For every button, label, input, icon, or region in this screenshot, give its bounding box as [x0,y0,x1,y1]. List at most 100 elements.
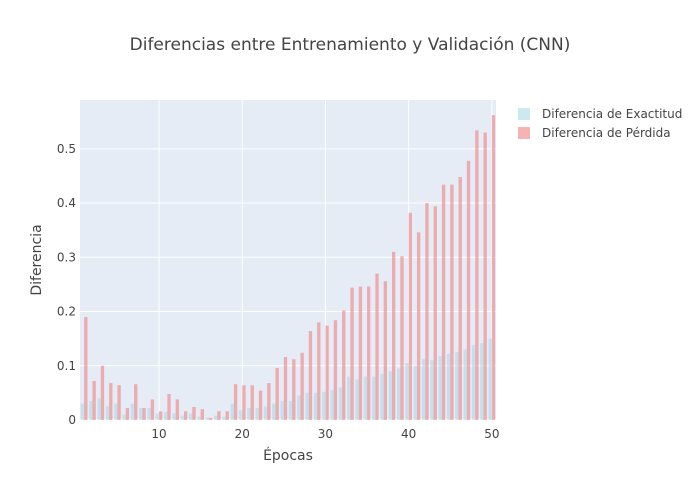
bar-exactitud[interactable] [338,387,343,420]
legend[interactable]: Diferencia de Exactitud Diferencia de Pér… [518,107,682,140]
bar-perdida[interactable] [184,411,188,420]
bar-exactitud[interactable] [247,408,251,420]
bar-perdida[interactable] [125,408,130,420]
bar-perdida[interactable] [325,325,329,420]
bar-perdida[interactable] [167,393,171,420]
bar-exactitud[interactable] [205,417,209,420]
bar-exactitud[interactable] [114,403,118,420]
bar-exactitud[interactable] [80,403,85,420]
bar-exactitud[interactable] [288,401,293,420]
bar-exactitud[interactable] [155,413,160,420]
bar-perdida[interactable] [109,383,113,420]
bar-exactitud[interactable] [396,368,401,420]
bar-exactitud[interactable] [164,411,168,420]
bar-exactitud[interactable] [188,413,193,420]
bar-exactitud[interactable] [446,353,451,420]
bar-exactitud[interactable] [172,413,176,420]
bar-perdida[interactable] [416,232,421,420]
bar-exactitud[interactable] [421,359,426,420]
bar-exactitud[interactable] [230,403,234,420]
bar-perdida[interactable] [317,322,321,420]
bar-exactitud[interactable] [139,408,143,420]
bar-perdida[interactable] [358,286,363,420]
bar-perdida[interactable] [433,206,437,420]
bar-exactitud[interactable] [122,414,126,420]
bar-exactitud[interactable] [197,416,201,420]
bar-exactitud[interactable] [147,408,151,420]
bar-perdida[interactable] [242,385,246,420]
bar-exactitud[interactable] [272,403,276,420]
bar-exactitud[interactable] [255,408,259,420]
bar-perdida[interactable] [92,380,96,420]
bar-perdida[interactable] [466,160,471,420]
bar-exactitud[interactable] [372,376,376,420]
bar-exactitud[interactable] [463,349,467,420]
legend-item[interactable]: Diferencia de Pérdida [518,126,671,140]
bar-perdida[interactable] [217,411,221,420]
bar-exactitud[interactable] [430,360,434,420]
bar-exactitud[interactable] [405,363,409,420]
bar-exactitud[interactable] [213,415,218,420]
bar-perdida[interactable] [283,357,288,420]
bar-perdida[interactable] [400,256,404,420]
bar-exactitud[interactable] [388,371,392,420]
bar-perdida[interactable] [308,331,313,420]
bar-perdida[interactable] [250,385,254,420]
bar-exactitud[interactable] [313,392,318,420]
bar-exactitud[interactable] [380,373,384,420]
bar-perdida[interactable] [159,411,163,420]
bar-exactitud[interactable] [363,376,368,420]
bar-perdida[interactable] [150,399,155,420]
bar-exactitud[interactable] [330,390,334,420]
bar-exactitud[interactable] [355,379,359,420]
bar-exactitud[interactable] [238,410,243,420]
bar-perdida[interactable] [175,399,180,420]
bar-perdida[interactable] [425,203,429,420]
bar-perdida[interactable] [200,409,204,420]
bar-perdida[interactable] [225,411,229,420]
bar-perdida[interactable] [342,310,346,420]
bar-perdida[interactable] [292,359,296,420]
bar-perdida[interactable] [275,367,279,420]
bar-perdida[interactable] [350,287,354,420]
bar-perdida[interactable] [375,273,379,420]
bar-perdida[interactable] [367,286,371,420]
bar-perdida[interactable] [491,115,496,420]
bar-exactitud[interactable] [480,342,484,420]
bar-exactitud[interactable] [305,392,309,420]
bar-exactitud[interactable] [97,398,101,420]
bar-exactitud[interactable] [280,401,284,420]
legend-item[interactable]: Diferencia de Exactitud [518,107,682,121]
bar-exactitud[interactable] [347,376,351,420]
bar-exactitud[interactable] [488,338,492,420]
bar-perdida[interactable] [258,390,263,420]
bar-exactitud[interactable] [263,406,268,420]
bar-exactitud[interactable] [438,356,442,420]
bar-perdida[interactable] [300,352,304,420]
bar-perdida[interactable] [84,316,88,420]
bar-perdida[interactable] [483,132,487,421]
bar-exactitud[interactable] [322,391,326,420]
bar-perdida[interactable] [233,384,238,420]
bar-perdida[interactable] [208,417,213,420]
bar-perdida[interactable] [408,212,412,420]
bar-perdida[interactable] [383,281,388,420]
bar-exactitud[interactable] [180,415,184,420]
bar-exactitud[interactable] [297,395,301,420]
bar-perdida[interactable] [458,177,462,420]
bar-perdida[interactable] [441,184,446,420]
bar-exactitud[interactable] [130,403,135,420]
bar-exactitud[interactable] [105,406,110,420]
bar-exactitud[interactable] [89,401,93,420]
bar-exactitud[interactable] [222,416,226,420]
bar-perdida[interactable] [134,384,138,420]
bar-perdida[interactable] [475,130,479,420]
bar-perdida[interactable] [100,365,105,420]
bar-exactitud[interactable] [471,345,476,420]
bar-exactitud[interactable] [413,365,417,420]
bar-exactitud[interactable] [455,352,459,420]
bar-perdida[interactable] [392,251,396,420]
bar-perdida[interactable] [450,184,454,420]
bar-perdida[interactable] [117,385,121,420]
bar-perdida[interactable] [192,406,196,420]
